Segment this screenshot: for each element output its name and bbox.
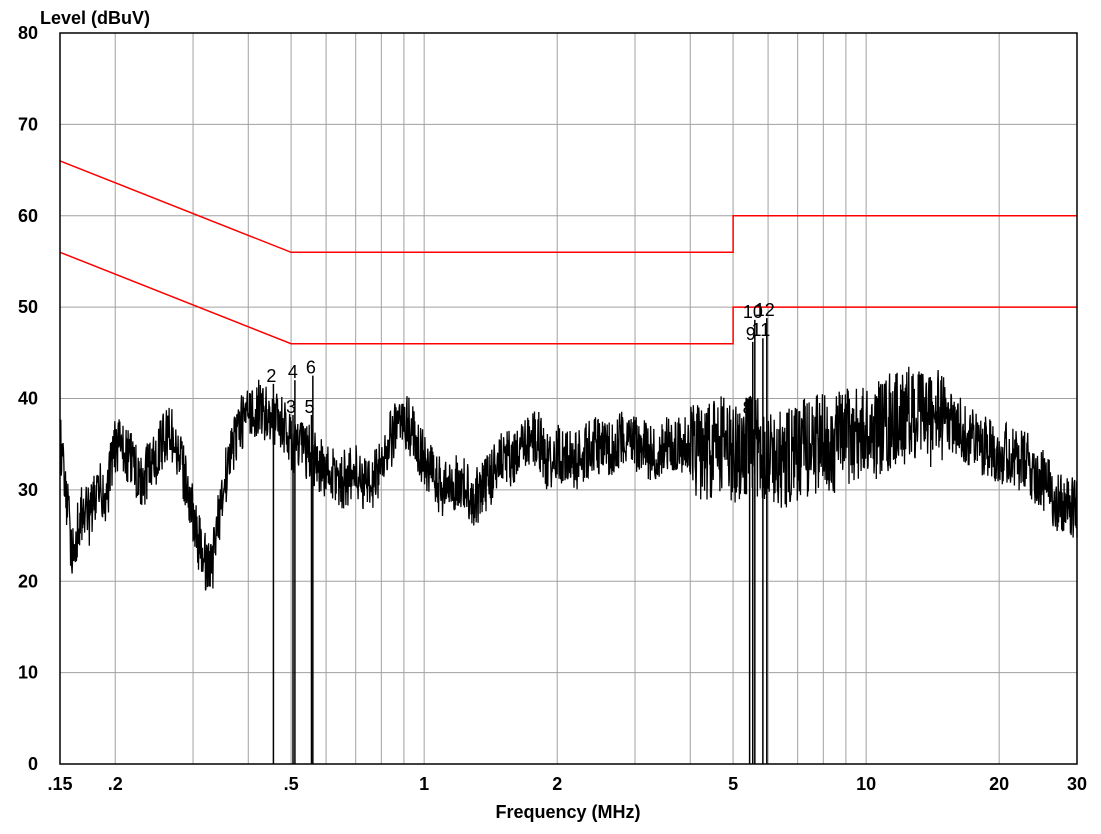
marker-label: 12 [755, 300, 775, 320]
limit-line [60, 252, 1077, 343]
y-tick-label: 80 [18, 23, 38, 43]
x-tick-label: 20 [989, 774, 1009, 794]
marker-label: 6 [306, 358, 316, 378]
y-tick-label: 20 [18, 571, 38, 591]
y-axis-label: Level (dBuV) [40, 8, 150, 28]
x-tick-label: 30 [1067, 774, 1087, 794]
limit-line [60, 161, 1077, 252]
marker-label: 2 [266, 366, 276, 386]
x-tick-label: 1 [419, 774, 429, 794]
x-tick-label: 2 [552, 774, 562, 794]
x-axis-ticks: .15 .2 .5 1 2 5 10 20 30 [47, 774, 1087, 794]
x-tick-label: .5 [284, 774, 299, 794]
marker-label: 4 [288, 362, 298, 382]
y-axis-ticks: 0 10 20 30 40 50 60 70 80 [18, 23, 38, 774]
x-axis-label: Frequency (MHz) [495, 802, 640, 822]
y-tick-label: 0 [28, 754, 38, 774]
y-tick-label: 30 [18, 480, 38, 500]
y-tick-label: 60 [18, 206, 38, 226]
trace [60, 367, 1077, 591]
x-tick-label: .15 [47, 774, 72, 794]
measurement-trace [60, 367, 1077, 591]
x-tick-label: 5 [728, 774, 738, 794]
marker-label: 8 [743, 398, 753, 418]
y-tick-label: 50 [18, 297, 38, 317]
y-tick-label: 10 [18, 663, 38, 683]
y-tick-label: 40 [18, 389, 38, 409]
x-tick-label: .2 [108, 774, 123, 794]
y-tick-label: 70 [18, 114, 38, 134]
limit-lines [60, 161, 1077, 344]
x-tick-label: 10 [856, 774, 876, 794]
